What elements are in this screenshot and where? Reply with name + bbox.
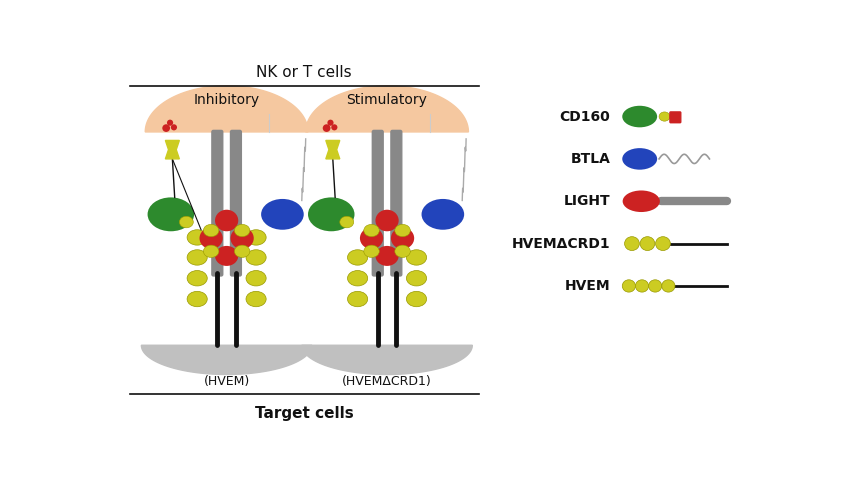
Ellipse shape [394, 224, 411, 237]
Ellipse shape [246, 292, 266, 307]
Polygon shape [145, 86, 308, 132]
Ellipse shape [622, 148, 657, 170]
Ellipse shape [348, 250, 368, 265]
Ellipse shape [308, 197, 354, 231]
Polygon shape [302, 345, 472, 374]
FancyBboxPatch shape [391, 130, 402, 276]
Ellipse shape [622, 280, 636, 292]
Ellipse shape [340, 216, 354, 228]
Polygon shape [141, 345, 312, 374]
Ellipse shape [406, 292, 427, 307]
Ellipse shape [234, 224, 250, 237]
Ellipse shape [187, 250, 207, 265]
Ellipse shape [364, 224, 379, 237]
Text: CD160: CD160 [560, 110, 610, 123]
Text: (HVEM): (HVEM) [204, 375, 250, 389]
Ellipse shape [246, 230, 266, 245]
FancyBboxPatch shape [212, 130, 222, 276]
FancyBboxPatch shape [372, 130, 383, 276]
Ellipse shape [162, 124, 170, 132]
Ellipse shape [231, 227, 254, 249]
Ellipse shape [199, 227, 222, 249]
Ellipse shape [204, 224, 219, 237]
Text: Target cells: Target cells [255, 406, 354, 421]
Ellipse shape [406, 270, 427, 286]
Ellipse shape [215, 210, 239, 231]
Text: LIGHT: LIGHT [564, 194, 610, 208]
Ellipse shape [376, 210, 399, 231]
Ellipse shape [204, 245, 219, 257]
Ellipse shape [422, 199, 464, 230]
Ellipse shape [331, 124, 337, 130]
Ellipse shape [187, 230, 207, 245]
Ellipse shape [376, 246, 399, 266]
Ellipse shape [261, 199, 303, 230]
Ellipse shape [348, 292, 368, 307]
FancyBboxPatch shape [670, 112, 681, 122]
Ellipse shape [625, 237, 639, 250]
Ellipse shape [246, 250, 266, 265]
Text: Inhibitory: Inhibitory [193, 93, 260, 106]
Ellipse shape [187, 270, 207, 286]
Text: Stimulatory: Stimulatory [347, 93, 428, 106]
Polygon shape [306, 86, 469, 132]
Ellipse shape [623, 191, 659, 212]
Polygon shape [165, 141, 180, 159]
Text: NK or T cells: NK or T cells [256, 65, 352, 80]
Ellipse shape [348, 270, 368, 286]
Ellipse shape [391, 227, 414, 249]
Ellipse shape [648, 280, 662, 292]
Ellipse shape [180, 216, 193, 228]
Ellipse shape [234, 245, 250, 257]
Text: BTLA: BTLA [570, 152, 610, 166]
Ellipse shape [360, 227, 383, 249]
Ellipse shape [662, 280, 675, 292]
Ellipse shape [364, 245, 379, 257]
Ellipse shape [323, 124, 331, 132]
Ellipse shape [215, 246, 239, 266]
Ellipse shape [659, 112, 670, 121]
Ellipse shape [622, 106, 657, 127]
Ellipse shape [406, 250, 427, 265]
Ellipse shape [394, 245, 411, 257]
Ellipse shape [640, 237, 655, 250]
Ellipse shape [655, 237, 671, 250]
Ellipse shape [187, 292, 207, 307]
Text: (HVEMΔCRD1): (HVEMΔCRD1) [343, 375, 432, 389]
Polygon shape [325, 141, 340, 159]
Ellipse shape [327, 120, 334, 126]
Ellipse shape [636, 280, 648, 292]
Text: HVEMΔCRD1: HVEMΔCRD1 [511, 237, 610, 250]
FancyBboxPatch shape [231, 130, 241, 276]
Text: HVEM: HVEM [565, 279, 610, 293]
Ellipse shape [246, 270, 266, 286]
Ellipse shape [167, 120, 173, 126]
Ellipse shape [147, 197, 194, 231]
Ellipse shape [170, 124, 177, 130]
